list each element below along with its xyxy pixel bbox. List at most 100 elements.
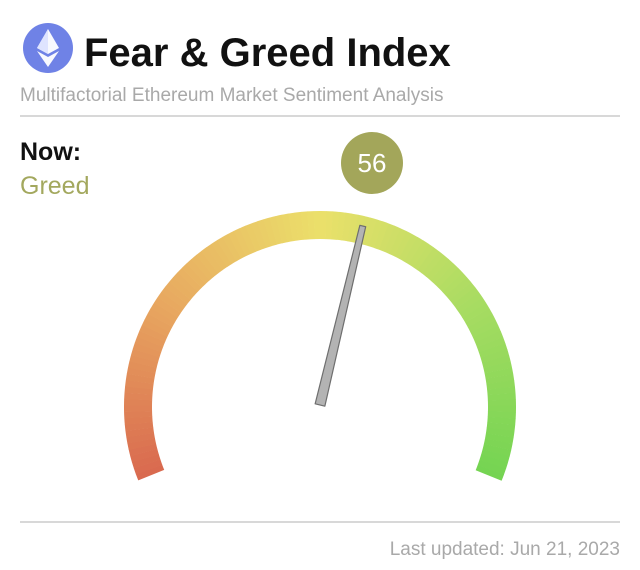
gauge-segment (126, 367, 156, 379)
gauge-segment (269, 216, 283, 245)
gauge-segment (474, 331, 504, 348)
gauge-segment (336, 211, 346, 241)
gauge-segment (393, 231, 413, 259)
gauge-segment (483, 361, 513, 374)
gauge-segment (307, 211, 315, 240)
gauge-segment (211, 240, 232, 268)
gauge-segment (135, 464, 165, 481)
gauge-segment (456, 292, 483, 314)
gauge-segment (144, 313, 173, 332)
gauge-segment (347, 213, 359, 243)
gauge-segment (478, 342, 508, 358)
gauge-segment (475, 464, 505, 481)
gauge-segment (300, 211, 310, 240)
gauge-segment (470, 319, 499, 338)
gauge-segment (438, 267, 463, 292)
gauge-segment (233, 228, 252, 257)
gauge-segment (125, 373, 155, 385)
gauge-segment (459, 297, 487, 318)
gauge-segment (434, 263, 459, 288)
gauge-segment (487, 392, 516, 401)
gauge-segment (239, 225, 257, 254)
gauge-segment (124, 411, 153, 419)
gauge-segment (313, 211, 321, 240)
gauge-segment (150, 302, 178, 323)
gauge-segment (479, 454, 509, 469)
chart-title: Fear & Greed Index (84, 31, 451, 75)
gauge-segment (130, 348, 160, 363)
gauge-segment (487, 399, 516, 407)
gauge-segment (483, 438, 513, 451)
gauge-segment (480, 349, 510, 363)
now-label: Now: (20, 138, 81, 166)
gauge-segment (288, 212, 299, 242)
gauge-segment (442, 272, 468, 296)
gauge-segment (452, 287, 480, 309)
gauge-segment (128, 443, 158, 457)
gauge-segment (164, 281, 191, 305)
gauge-segment (398, 233, 418, 262)
gauge-segment (216, 236, 237, 265)
status-label: Greed (20, 172, 89, 200)
gauge-segment (430, 259, 454, 285)
gauge-segment (245, 223, 262, 252)
gauge-segment (389, 228, 407, 257)
gauge-segment (251, 221, 267, 250)
gauge-segment (168, 276, 195, 300)
gauge-segment (181, 263, 206, 288)
gauge-segment (133, 459, 163, 475)
gauge-segment (127, 438, 157, 450)
gauge-segment (417, 247, 440, 274)
subtitle: Multifactorial Ethereum Market Sentiment… (20, 85, 443, 106)
gauge-segment (482, 443, 512, 457)
gauge-segment (320, 211, 327, 240)
gauge-segment (487, 411, 516, 419)
gauge-segment (325, 211, 334, 240)
gauge-segment (465, 308, 493, 328)
value-label: 56 (358, 148, 387, 178)
gauge-segment (263, 217, 277, 247)
gauge-segment (201, 247, 223, 274)
gauge-segment (227, 230, 247, 259)
gauge-segment (126, 432, 155, 444)
gauge-segment (481, 449, 510, 463)
gauge-segment (173, 272, 198, 296)
gauge-segment (368, 219, 384, 248)
gauge-segment (129, 354, 159, 368)
gauge-segment (186, 259, 210, 284)
gauge-segment (206, 243, 228, 271)
gauge-segment (363, 217, 377, 247)
gauge-segment (426, 255, 450, 281)
gauge-segment (124, 405, 153, 413)
gauge-segment (177, 267, 202, 292)
gauge (124, 211, 516, 481)
gauge-segment (486, 422, 516, 432)
gauge-segment (139, 324, 168, 342)
gauge-segment (485, 373, 515, 385)
gauge-segment (408, 240, 429, 268)
gauge-segment (378, 223, 395, 252)
eth-logo (23, 23, 73, 73)
gauge-segment (125, 379, 154, 390)
gauge-segment (487, 386, 516, 396)
gauge-segment (124, 416, 153, 425)
gauge-segment (487, 405, 516, 413)
gauge-segment (124, 392, 153, 401)
gauge-segment (130, 448, 159, 463)
gauge-segment (257, 219, 272, 248)
gauge-segment (124, 421, 154, 432)
footer: Last updated: Jun 21, 2023 (390, 539, 620, 560)
gauge-segment (196, 250, 219, 277)
gauge-segment (294, 211, 304, 241)
gauge-segment (384, 225, 401, 254)
gauge-segment (482, 355, 511, 369)
gauge-segment (462, 302, 490, 323)
gauge-segment (484, 367, 514, 379)
gauge-segment (136, 330, 166, 347)
gauge-segment (131, 454, 161, 469)
gauge-segment (124, 386, 153, 395)
gauge-segment (132, 342, 162, 358)
gauge-segment (484, 433, 514, 445)
gauge-segment (275, 214, 288, 244)
